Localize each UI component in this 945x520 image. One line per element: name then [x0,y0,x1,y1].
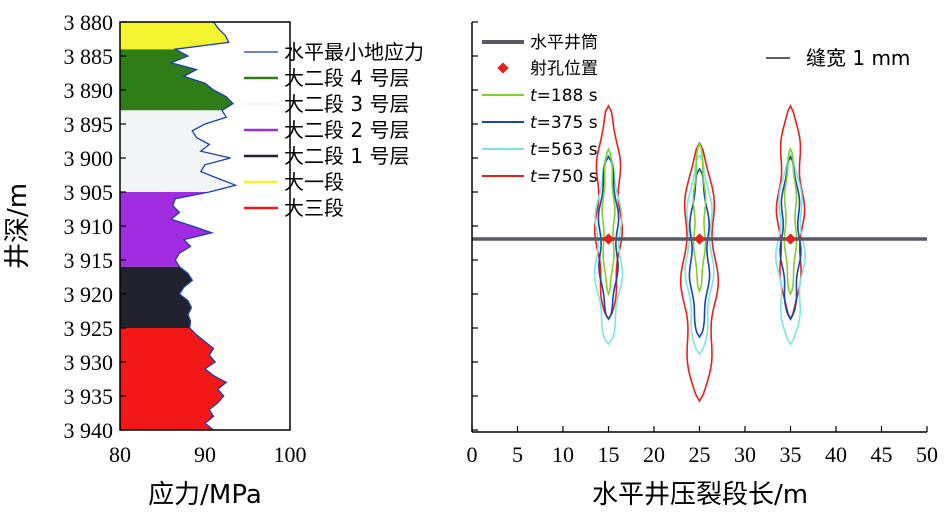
right-x-tick-label: 0 [467,442,478,467]
left-legend-label: 大二段 4 号层 [284,66,409,90]
perforation-points [602,233,797,245]
fracture-contour-t188s-0 [601,146,616,297]
left-x-axis-label: 应力/MPa [148,480,262,510]
fracture-contour-t188s-1 [692,141,707,294]
fracture-width-chart: 0 5 10 15 20 25 30 35 40 45 50 水平井压裂段长/m 水平井筒 射孔位置… [467,21,938,510]
right-x-axis-label: 水平井压裂段长/m [592,480,808,510]
legend-t188-label: t=188 s [530,86,598,106]
left-y-tick-label: 3 895 [64,112,114,137]
legend-t375-label: t=375 s [530,113,598,133]
left-legend-label: 大二段 2 号层 [284,118,409,142]
left-legend-label: 大二段 1 号层 [284,144,409,168]
left-y-tick-label: 3 940 [64,418,114,443]
min-horizontal-stress-curve [168,21,238,431]
left-y-tick-label: 3 935 [64,384,114,409]
left-y-axis-label: 井深/m [3,183,33,269]
perforation-point-1 [693,233,706,245]
left-legend-label: 大三段 [284,196,344,220]
fracture-contour-t563s-0 [593,153,624,346]
formation-fill-3 [120,266,193,328]
right-x-tick-label: 5 [512,442,523,467]
perforation-point-2 [784,233,797,245]
left-x-tick-label: 80 [109,442,131,467]
left-y-tick-label: 3 915 [64,248,114,273]
right-x-tick-label: 15 [598,442,620,467]
left-x-tick-label: 90 [194,442,216,467]
left-y-tick-label: 3 925 [64,316,114,341]
right-x-tick-label: 10 [552,442,574,467]
fracture-contour-t375s-2 [779,155,802,321]
legend-t563-label: t=563 s [530,140,598,160]
legend-t750-label: t=750 s [530,167,598,187]
formation-fill-0 [120,49,233,111]
right-x-tick-label: 50 [916,442,938,467]
left-legend-label: 大二段 3 号层 [284,92,409,116]
formation-fill-5 [120,328,227,430]
fracture-contour-t375s-0 [597,155,620,321]
perforation-point-0 [602,233,615,245]
right-x-ticks: 0 5 10 15 20 25 30 35 40 45 50 [467,426,938,467]
left-y-tick-label: 3 930 [64,350,114,375]
fracture-contour-t188s-2 [783,146,798,296]
left-legend-label: 水平最小地应力 [284,40,424,64]
right-y-ticks [472,21,478,431]
right-x-tick-label: 45 [871,442,893,467]
left-y-tick-label: 3 905 [64,180,114,205]
left-x-ticks: 80 90 100 [109,442,307,467]
fracture-contours [593,104,807,403]
stress-depth-chart: 3 880 3 885 3 890 3 895 3 900 3 905 3 910 3 915… [3,10,424,510]
formation-fill-2 [120,192,212,267]
fracture-contour-t563s-1 [684,153,715,356]
left-y-tick-label: 3 920 [64,282,114,307]
left-y-tick-label: 3 900 [64,146,114,171]
formation-fills [120,22,236,430]
right-x-tick-label: 40 [825,442,847,467]
formation-fill-4 [120,22,229,50]
left-y-tick-label: 3 890 [64,78,114,103]
legend-width-label: 缝宽 1 mm [806,46,910,70]
fracture-contour-t563s-2 [774,153,807,346]
fracture-contour-t375s-1 [688,167,711,339]
legend-perforation-label: 射孔位置 [530,59,598,79]
right-x-tick-label: 35 [780,442,802,467]
right-x-tick-label: 20 [643,442,665,467]
legend-wellbore-label: 水平井筒 [530,33,598,53]
legend-perforation-swatch [497,62,509,74]
left-y-tick-label: 3 885 [64,44,114,69]
fracture-contour-t750s-1 [679,141,720,403]
left-y-tick-label: 3 910 [64,214,114,239]
left-y-tick-label: 3 880 [64,10,114,35]
right-x-tick-label: 25 [689,442,711,467]
left-y-ticks: 3 880 3 885 3 890 3 895 3 900 3 905 3 910 3 915… [64,10,126,443]
formation-fill-1 [120,110,236,192]
left-legend-label: 大一段 [284,170,344,194]
right-x-tick-label: 30 [734,442,756,467]
left-x-tick-label: 100 [274,442,307,467]
